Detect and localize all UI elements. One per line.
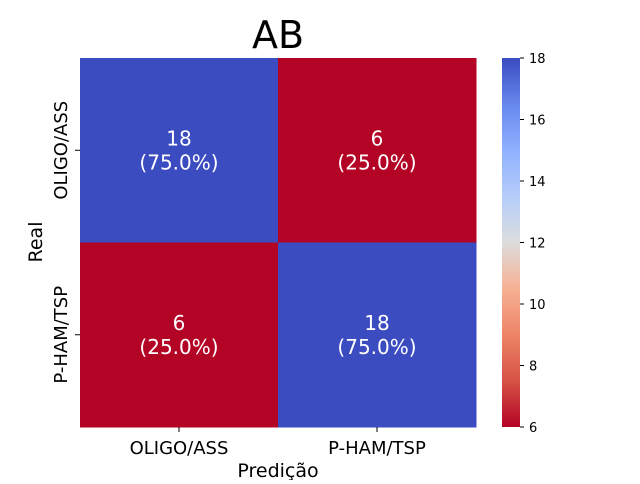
- colorbar-tick-label: 14: [529, 175, 546, 190]
- chart-title: AB: [252, 13, 304, 57]
- heatmap-cell: [278, 242, 477, 428]
- colorbar-tick-label: 16: [529, 114, 546, 129]
- y-tick-label: P-HAM/TSP: [51, 286, 72, 384]
- heatmap-cells: 18(75.0%)6(25.0%)6(25.0%)18(75.0%): [80, 58, 477, 428]
- cell-percent-label: (25.0%): [139, 335, 218, 359]
- cell-count-label: 18: [364, 311, 389, 335]
- colorbar-ticks: 6 8 10 12 14 16 18: [520, 52, 546, 436]
- cell-count-label: 18: [166, 126, 191, 150]
- colorbar-tick-label: 10: [529, 298, 546, 313]
- heatmap-cell: [278, 58, 477, 243]
- y-tick-label: OLIGO/ASS: [51, 101, 72, 200]
- cell-percent-label: (75.0%): [139, 150, 218, 174]
- cell-count-label: 6: [173, 311, 186, 335]
- colorbar-tick-label: 18: [529, 52, 546, 67]
- x-tick-label: OLIGO/ASS: [130, 438, 229, 459]
- x-axis-ticks: OLIGO/ASS P-HAM/TSP: [130, 427, 426, 459]
- heatmap-cell: [80, 58, 279, 243]
- x-tick-label: P-HAM/TSP: [328, 438, 426, 459]
- colorbar-tick-label: 12: [529, 237, 546, 252]
- y-axis-ticks: OLIGO/ASS P-HAM/TSP: [51, 101, 80, 384]
- colorbar: [502, 58, 520, 427]
- colorbar-tick-label: 6: [529, 421, 537, 436]
- cell-percent-label: (25.0%): [337, 150, 416, 174]
- y-axis-label: Real: [25, 222, 47, 263]
- cell-percent-label: (75.0%): [337, 335, 416, 359]
- heatmap-cell: [80, 242, 279, 428]
- cell-count-label: 6: [371, 126, 384, 150]
- x-axis-label: Predição: [237, 460, 318, 480]
- colorbar-tick-label: 8: [529, 360, 537, 375]
